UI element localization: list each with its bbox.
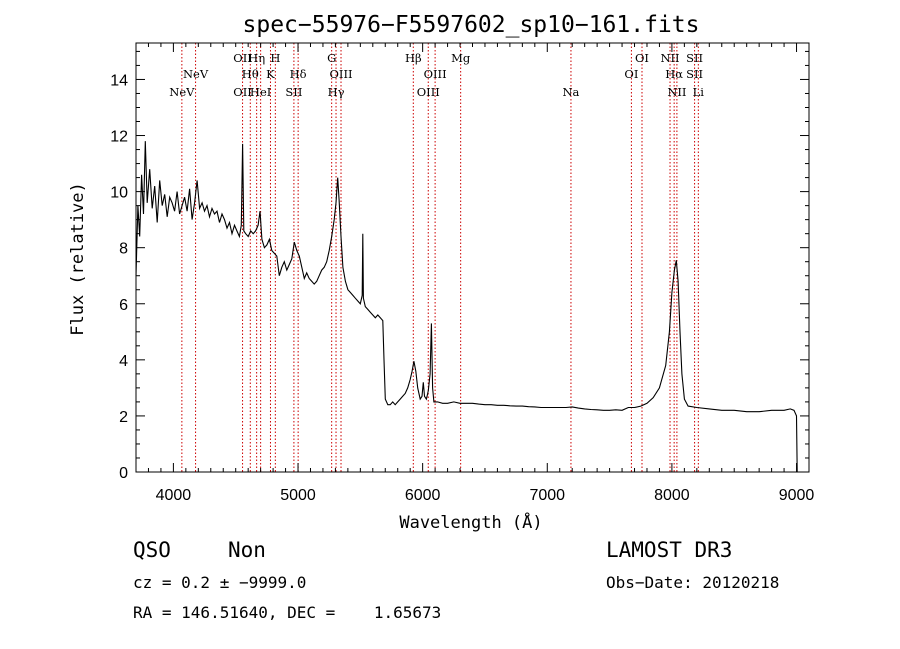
line-label: G bbox=[327, 51, 336, 65]
line-label: SII bbox=[285, 85, 302, 99]
line-label: Hθ bbox=[242, 67, 259, 81]
y-tick-label: 2 bbox=[119, 409, 128, 426]
observation-date: Obs−Date: 20120218 bbox=[606, 573, 780, 592]
line-label: Hη bbox=[248, 51, 265, 65]
x-tick-label: 4000 bbox=[156, 487, 192, 504]
line-label: OIII bbox=[417, 85, 440, 99]
line-label: Li bbox=[693, 85, 705, 99]
line-label: OI bbox=[624, 67, 638, 81]
object-class: QSO bbox=[133, 538, 171, 562]
x-tick-label: 8000 bbox=[654, 487, 690, 504]
line-label: NII bbox=[660, 51, 679, 65]
line-label: OIII bbox=[329, 67, 352, 81]
line-label: SII bbox=[686, 67, 703, 81]
line-label: OIII bbox=[424, 67, 447, 81]
line-label: K bbox=[266, 67, 275, 81]
x-tick-label: 7000 bbox=[529, 487, 565, 504]
redshift-value: cz = 0.2 ± −9999.0 bbox=[133, 573, 307, 592]
line-label: H bbox=[270, 51, 280, 65]
x-tick-label: 9000 bbox=[779, 487, 815, 504]
sky-coordinates: RA = 146.51640, DEC = 1.65673 bbox=[133, 603, 442, 622]
emission-line-markers bbox=[181, 43, 699, 472]
y-tick-label: 8 bbox=[119, 241, 128, 258]
line-label: Hα bbox=[665, 67, 683, 81]
line-label: OII bbox=[233, 85, 252, 99]
x-axis-label: Wavelength (Å) bbox=[399, 511, 542, 533]
x-axis: 4000 5000 6000 7000 8000 9000 bbox=[147, 43, 815, 504]
line-label: NeV bbox=[169, 85, 195, 99]
flux-series-line bbox=[135, 141, 798, 473]
line-label: NII bbox=[667, 85, 686, 99]
line-label: Na bbox=[562, 85, 579, 99]
plot-frame bbox=[135, 42, 810, 473]
line-label: OI bbox=[635, 51, 649, 65]
survey-name: LAMOST DR3 bbox=[606, 538, 733, 562]
y-tick-label: 12 bbox=[110, 129, 128, 146]
line-label: Hδ bbox=[290, 67, 307, 81]
y-tick-label: 6 bbox=[119, 297, 128, 314]
y-tick-label: 10 bbox=[110, 185, 128, 202]
y-axis-label: Flux (relative) bbox=[68, 182, 88, 336]
emission-line-labels: NeVNeVOIIOIIHθHηHeIKHSIIHδGHγOIIIHβOIIIO… bbox=[169, 51, 704, 99]
y-tick-label: 0 bbox=[119, 465, 128, 482]
object-subclass: Non bbox=[228, 538, 266, 562]
line-label: OII bbox=[233, 51, 252, 65]
chart-title: spec−55976−F5597602_sp10−161.fits bbox=[243, 12, 700, 38]
y-axis: 0 2 4 6 8 10 12 14 bbox=[110, 50, 809, 482]
line-label: Mg bbox=[451, 51, 471, 65]
y-tick-label: 14 bbox=[110, 72, 128, 89]
line-label: SII bbox=[686, 51, 703, 65]
y-tick-label: 4 bbox=[119, 353, 128, 370]
line-label: Hβ bbox=[405, 51, 422, 65]
x-tick-label: 5000 bbox=[280, 487, 316, 504]
x-tick-label: 6000 bbox=[405, 487, 441, 504]
line-label: HeI bbox=[250, 85, 271, 99]
line-label: Hγ bbox=[328, 85, 345, 99]
line-label: NeV bbox=[183, 67, 209, 81]
